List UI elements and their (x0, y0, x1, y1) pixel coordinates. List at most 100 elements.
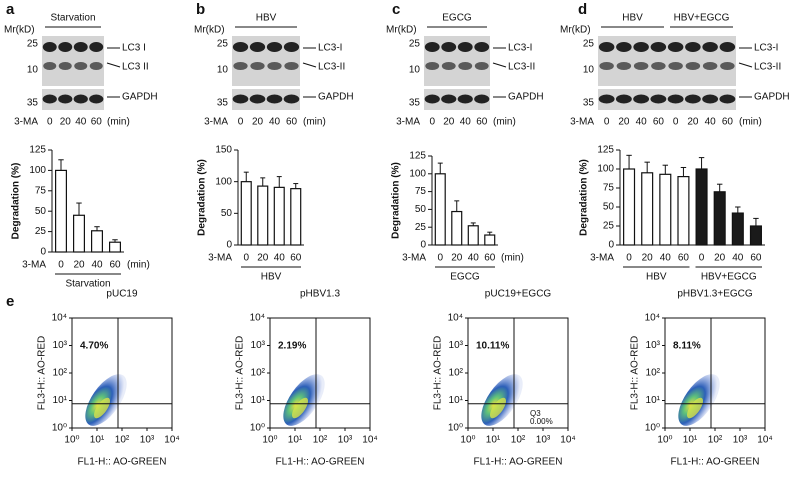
band-label: GAPDH (508, 92, 544, 103)
x-tick-label: 10⁴ (757, 435, 772, 446)
arrow (492, 62, 507, 68)
y-tick-label: 10³ (251, 340, 266, 351)
band (668, 62, 683, 70)
bar (659, 173, 672, 246)
marker: 35 (583, 98, 595, 109)
bar (467, 225, 479, 246)
band-label: GAPDH (318, 92, 354, 103)
band (73, 94, 88, 104)
mr-label: Mr(kD) (4, 25, 35, 36)
x-tick-label: 10² (511, 435, 526, 446)
band (702, 42, 718, 52)
bar (677, 176, 690, 246)
y-tick-label: 75 (603, 183, 615, 194)
y-tick-label: 10⁰ (448, 423, 463, 434)
plot-title: pHBV1.3+EGCG (677, 289, 753, 300)
plot-title: pUC19 (106, 289, 138, 300)
band (441, 62, 456, 70)
band (616, 42, 632, 52)
y-tick-label: 10² (251, 368, 266, 379)
band (74, 62, 88, 70)
x-tick-label: 0 (699, 253, 705, 264)
group-label: HBV (622, 13, 643, 24)
y-tick-label: 100 (409, 168, 426, 179)
band (249, 94, 266, 104)
x-tick-label: 60 (290, 253, 302, 264)
band (719, 42, 736, 52)
lane-label: 0 (673, 117, 679, 128)
x-tick-label: 10² (115, 435, 130, 446)
quadrant-value: 0.00% (530, 417, 553, 426)
y-tick-label: 10⁴ (250, 313, 265, 324)
x-tick-label: 10⁴ (560, 435, 575, 446)
bar (72, 214, 85, 253)
y-tick-label: 0 (420, 240, 426, 251)
unit: (min) (739, 117, 762, 128)
lane-label: 60 (476, 117, 488, 128)
bar (108, 241, 121, 253)
x-tick-label: 60 (750, 253, 762, 264)
x-tick-label: 20 (257, 253, 269, 264)
lane-label: 40 (705, 117, 717, 128)
y-tick-label: 100 (215, 176, 232, 187)
band-label: LC3-II (754, 62, 781, 73)
band (89, 42, 104, 52)
band (73, 42, 88, 52)
y-tick-label: 125 (409, 151, 426, 162)
y-tick-label: 125 (29, 145, 46, 156)
x-axis-label: 3-MA (22, 260, 46, 271)
y-axis-label: FL3-H:: AO-RED (235, 336, 246, 410)
lane-label: 0 (238, 117, 244, 128)
band (633, 42, 649, 52)
band (633, 94, 650, 104)
band (457, 94, 473, 104)
band (43, 62, 57, 70)
y-tick-label: 10⁴ (448, 313, 463, 324)
quadrant-percent: 8.11% (673, 341, 701, 352)
band (599, 62, 614, 70)
bar (484, 234, 496, 246)
unit: (min) (493, 117, 516, 128)
x-tick-label: 0 (626, 253, 632, 264)
y-tick-label: 10¹ (251, 395, 266, 406)
y-tick-label: 125 (597, 145, 614, 156)
lane-label: 0 (604, 117, 610, 128)
band (685, 42, 701, 52)
unit: (min) (501, 253, 524, 264)
lane-label: 60 (722, 117, 734, 128)
band (633, 62, 649, 70)
y-tick-label: 10² (646, 368, 661, 379)
band (474, 62, 489, 70)
band (58, 94, 73, 104)
legend-label: Starvation (65, 279, 110, 290)
lane-label: 40 (460, 117, 472, 128)
y-tick-label: 75 (35, 185, 47, 196)
x-tick-label: 40 (468, 253, 480, 264)
y-tick-label: 50 (35, 206, 47, 217)
x-axis-label: FL1-H:: AO-GREEN (276, 457, 365, 468)
band (233, 62, 248, 70)
lane-label: 20 (443, 117, 455, 128)
group-label: EGCG (442, 13, 472, 24)
marker: 25 (27, 39, 39, 50)
bar (434, 173, 446, 246)
legend-label: EGCG (450, 272, 480, 283)
y-tick-label: 10⁴ (645, 313, 660, 324)
y-tick-label: 25 (35, 226, 47, 237)
band (615, 94, 632, 104)
x-tick-label: 10⁰ (262, 435, 277, 446)
band (283, 42, 300, 52)
x-axis-label: 3-MA (590, 253, 614, 264)
x-tick-label: 0 (58, 260, 64, 271)
band (684, 94, 701, 104)
band (457, 42, 473, 52)
x-axis-label: FL1-H:: AO-GREEN (78, 457, 167, 468)
lane-label: 40 (75, 117, 87, 128)
lane-label: 60 (286, 117, 298, 128)
x-tick-label: 0 (437, 253, 443, 264)
arrow (738, 62, 753, 68)
band (598, 94, 615, 104)
x-tick-label: 10¹ (288, 435, 303, 446)
band (250, 62, 265, 70)
band-label: LC3-I (508, 43, 532, 54)
